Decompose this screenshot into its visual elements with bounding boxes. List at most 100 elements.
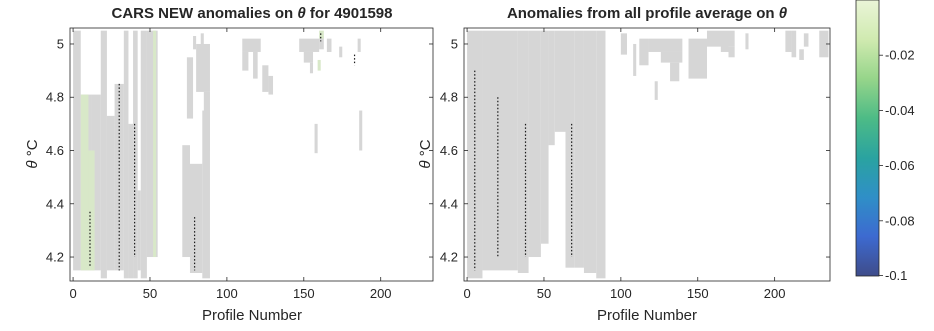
colorbar-bar: [855, 0, 880, 277]
grey-cell: [202, 110, 210, 279]
grey-cell: [203, 91, 210, 151]
y-tick-label: 4.4: [46, 196, 64, 211]
grey-cell: [137, 190, 141, 271]
grey-cell: [186, 57, 194, 119]
grey-cell: [123, 30, 129, 279]
chart-2-ticks: 0 50 100 150 200 4.2 4.4 4.6 4.8 5: [440, 28, 830, 301]
grey-cell: [803, 33, 809, 47]
x-tick-label: 200: [764, 286, 786, 301]
grey-cell: [633, 43, 637, 76]
grey-cell: [357, 38, 361, 52]
grey-cell: [314, 123, 318, 154]
x-tick-label: 50: [537, 286, 551, 301]
chart-1-title: CARS NEW anomalies on θ for 4901598: [112, 5, 393, 22]
colorbar-tick-label: -0.06: [885, 158, 915, 173]
y-tick-label: 4.4: [440, 196, 458, 211]
grey-cell: [189, 163, 203, 274]
grey-cell: [146, 30, 158, 258]
y-tick-label: 4.6: [440, 143, 458, 158]
grey-cell: [114, 83, 124, 271]
grey-cell: [200, 33, 204, 50]
chart-2-ylabel: θ °C: [417, 139, 434, 168]
grey-cell: [309, 62, 314, 74]
grey-cell: [688, 38, 707, 79]
grey-cell: [482, 30, 518, 271]
grey-cell: [242, 38, 261, 52]
x-tick-label: 150: [293, 286, 315, 301]
y-tick-label: 4.8: [46, 90, 64, 105]
grey-cell: [133, 30, 138, 279]
grey-cell: [303, 51, 314, 63]
chart-2-title: Anomalies from all profile average on θ: [507, 5, 788, 22]
green-cell: [319, 30, 324, 39]
chart-panel-1: CARS NEW anomalies on θ for 4901598 0 50 1…: [24, 5, 434, 324]
x-tick-label: 200: [370, 286, 392, 301]
chart-panel-2: Anomalies from all profile average on θ …: [417, 5, 831, 324]
grey-cell: [583, 30, 597, 274]
chart-1-cells: [73, 30, 363, 279]
colorbar: -0.02 -0.04 -0.06 -0.08 -0.1: [855, 0, 915, 283]
grey-cell: [660, 51, 683, 63]
y-tick-label: 5: [57, 36, 64, 51]
chart-1-xlabel: Profile Number: [202, 307, 302, 324]
grey-cell: [799, 49, 804, 60]
grey-cell: [193, 35, 197, 50]
grey-cell: [128, 123, 134, 279]
y-tick-label: 4.2: [440, 250, 458, 265]
grey-cell: [574, 30, 584, 268]
grey-cell: [299, 38, 320, 52]
grey-cell: [785, 30, 792, 52]
grey-cell: [596, 30, 606, 279]
grey-cell: [91, 94, 101, 271]
x-tick-label: 100: [216, 286, 238, 301]
grey-cell: [670, 62, 680, 82]
grey-cell: [140, 30, 147, 279]
grey-cell: [319, 35, 324, 50]
chart-1-ylabel: θ °C: [24, 139, 41, 168]
x-tick-label: 0: [69, 286, 76, 301]
x-tick-label: 100: [610, 286, 632, 301]
x-tick-label: 0: [463, 286, 470, 301]
grey-cell: [706, 30, 735, 47]
grey-cell: [326, 38, 332, 52]
grey-cell: [106, 115, 115, 271]
colorbar-tick-label: -0.02: [885, 48, 915, 63]
grey-cell: [528, 30, 541, 258]
grey-cell: [620, 33, 628, 55]
grey-cell: [540, 30, 549, 244]
y-tick-label: 4.8: [440, 90, 458, 105]
y-tick-label: 4.2: [46, 250, 64, 265]
colorbar-tick-label: -0.08: [885, 213, 915, 228]
grey-cell: [745, 33, 749, 50]
grey-cell: [728, 46, 735, 58]
chart-1-ticks: 0 50 100 150 200 4.2 4.4 4.6 4.8 5: [46, 28, 433, 301]
y-tick-label: 4.6: [46, 143, 64, 158]
green-cell: [317, 59, 321, 71]
colorbar-tick-label: -0.1: [885, 268, 907, 283]
grey-cell: [73, 30, 81, 271]
grey-cell: [100, 30, 107, 279]
green-cell: [88, 150, 95, 271]
grey-cell: [639, 38, 649, 66]
x-tick-label: 150: [687, 286, 709, 301]
x-tick-label: 50: [143, 286, 157, 301]
grey-cell: [791, 30, 797, 58]
chart-2-xlabel: Profile Number: [597, 307, 697, 324]
grey-cell: [720, 43, 729, 52]
colorbar-tick-label: -0.04: [885, 103, 915, 118]
grey-cell: [196, 43, 210, 92]
grey-cell: [648, 38, 683, 52]
grey-cell: [242, 51, 249, 71]
y-tick-label: 5: [451, 36, 458, 51]
chart-1-plot-frame: [69, 27, 434, 282]
grey-cell: [548, 30, 555, 146]
chart-2-plot-frame: [463, 27, 831, 282]
grey-cell: [654, 81, 658, 100]
grey-cell: [182, 145, 190, 258]
green-cell: [80, 94, 89, 271]
grey-cell: [565, 30, 575, 268]
grey-cell: [253, 51, 258, 79]
grey-cell: [467, 30, 483, 279]
grey-cell: [268, 75, 274, 95]
